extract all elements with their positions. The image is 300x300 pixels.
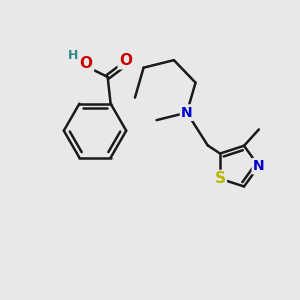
Text: O: O bbox=[119, 53, 132, 68]
Text: N: N bbox=[181, 106, 193, 120]
Text: N: N bbox=[253, 159, 265, 173]
Text: O: O bbox=[80, 56, 93, 71]
Text: S: S bbox=[214, 171, 226, 186]
Text: H: H bbox=[68, 49, 78, 62]
